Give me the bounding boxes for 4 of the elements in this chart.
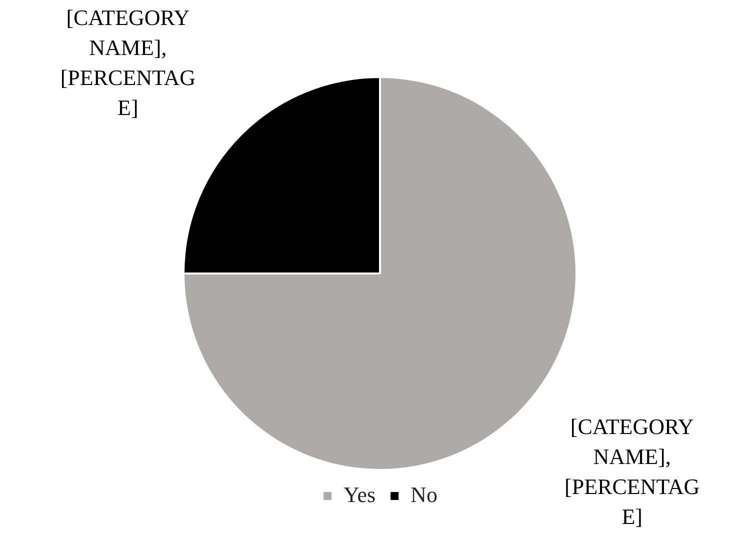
legend-label: Yes [344,482,376,507]
data-label: [CATEGORY NAME], [PERCENTAGE] [564,414,700,529]
data-label: [CATEGORY NAME], [PERCENTAGE] [60,4,196,120]
legend-label: No [410,482,438,507]
